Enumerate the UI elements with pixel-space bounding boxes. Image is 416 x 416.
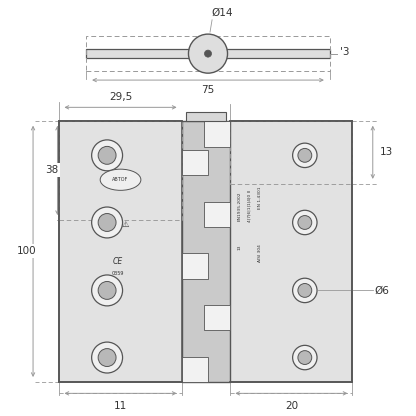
Circle shape xyxy=(205,50,211,57)
Bar xyxy=(86,36,330,71)
Text: 0359: 0359 xyxy=(111,271,124,276)
Circle shape xyxy=(298,149,312,162)
Bar xyxy=(59,121,181,382)
Text: 13: 13 xyxy=(237,244,241,250)
Bar xyxy=(181,121,230,382)
Bar xyxy=(203,121,230,147)
Text: CE: CE xyxy=(113,258,123,266)
Bar xyxy=(203,305,230,330)
Bar xyxy=(86,49,330,58)
Circle shape xyxy=(298,351,312,364)
Text: 100: 100 xyxy=(17,246,37,256)
Text: 20: 20 xyxy=(285,401,298,411)
Ellipse shape xyxy=(100,169,141,191)
Text: 11: 11 xyxy=(114,401,127,411)
Circle shape xyxy=(298,215,312,229)
Text: Ø6: Ø6 xyxy=(375,285,390,295)
Bar xyxy=(181,253,208,279)
Circle shape xyxy=(98,349,116,366)
Circle shape xyxy=(98,282,116,300)
Circle shape xyxy=(298,284,312,297)
Text: ABTOF: ABTOF xyxy=(112,177,129,182)
Circle shape xyxy=(92,207,123,238)
Circle shape xyxy=(98,146,116,164)
Text: AISI 304: AISI 304 xyxy=(258,244,262,262)
Bar xyxy=(59,121,181,220)
Circle shape xyxy=(188,34,228,73)
Bar xyxy=(230,121,352,382)
Circle shape xyxy=(98,213,116,231)
Text: 75: 75 xyxy=(201,85,215,95)
Circle shape xyxy=(92,342,123,373)
Circle shape xyxy=(292,278,317,302)
Circle shape xyxy=(92,140,123,171)
Text: Ø14: Ø14 xyxy=(211,8,233,18)
Text: 13: 13 xyxy=(380,147,394,157)
Circle shape xyxy=(92,275,123,306)
Text: 29,5: 29,5 xyxy=(109,92,132,102)
Bar xyxy=(181,150,208,175)
Bar xyxy=(181,357,208,382)
Text: EN 1.4301: EN 1.4301 xyxy=(258,187,262,209)
Circle shape xyxy=(292,143,317,168)
Bar xyxy=(203,202,230,227)
Text: ⚠: ⚠ xyxy=(122,220,129,229)
Text: 38: 38 xyxy=(45,166,58,176)
Circle shape xyxy=(292,210,317,235)
Text: '3: '3 xyxy=(340,47,350,57)
Circle shape xyxy=(292,345,317,370)
Text: 4|7|6|1|1|4|0 II: 4|7|6|1|1|4|0 II xyxy=(248,190,252,222)
Text: EN1935.2002: EN1935.2002 xyxy=(237,191,241,221)
Bar xyxy=(230,121,352,184)
Bar xyxy=(186,112,226,121)
